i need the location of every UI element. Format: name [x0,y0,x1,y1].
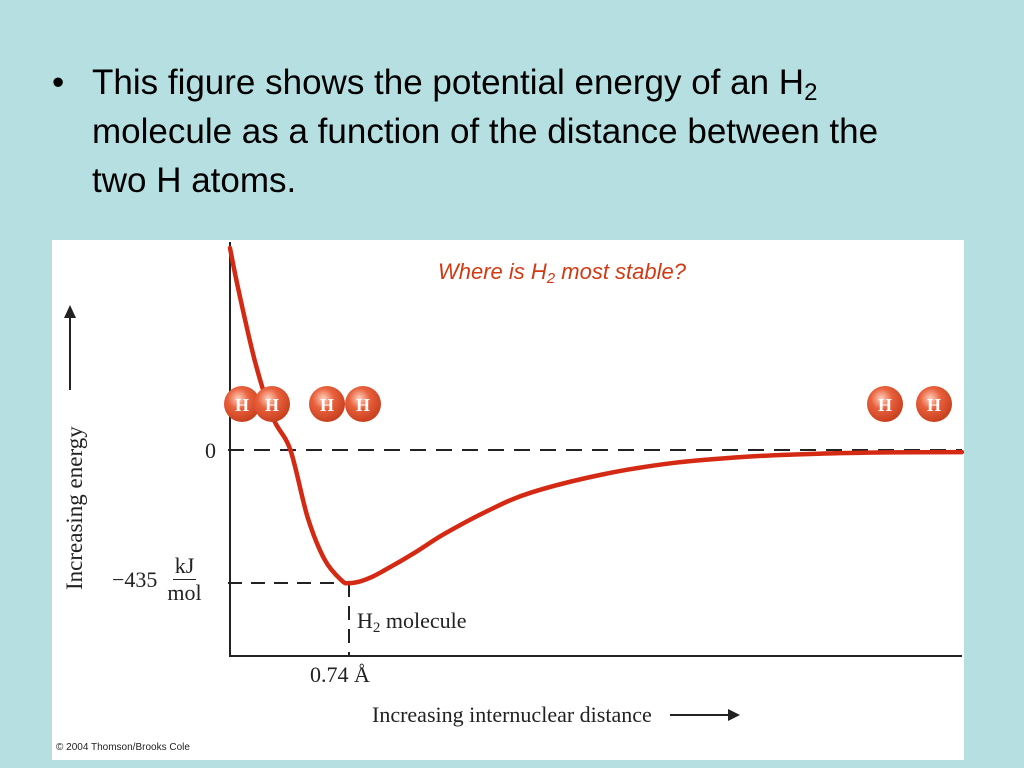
bullet-text-part2: molecule as a function of the distance b… [92,112,879,200]
bullet-text-part1: This figure shows the potential energy o… [92,63,805,102]
hydrogen-atom-2 [254,386,290,422]
y-tick-minimum: −435 kJ mol [112,553,202,606]
hydrogen-atom-label-4: H [356,395,370,415]
hydrogen-atom-5 [867,386,903,422]
hydrogen-atom-1 [224,386,260,422]
question-subscript: 2 [546,270,556,287]
y-axis-arrow-head [64,305,76,318]
unit-denominator: mol [167,580,202,605]
bullet-text-subscript: 2 [804,79,818,106]
x-axis-label: Increasing internuclear distance [372,702,740,728]
hydrogen-atom-label-2: H [265,395,279,415]
x-axis-label-text: Increasing internuclear distance [372,702,652,727]
question-part2: most stable? [555,259,686,284]
minimum-label-part2: molecule [380,608,467,633]
hydrogen-atom-4 [345,386,381,422]
x-tick-bond-length: 0.74 Å [310,662,370,687]
unit-numerator: kJ [172,553,197,580]
stability-question: Where is H2 most stable? [438,259,686,287]
hydrogen-atom-label-6: H [927,395,941,415]
energy-curve [227,245,964,586]
copyright-credit: © 2004 Thomson/Brooks Cole [56,742,190,753]
y-axis-label-text: Increasing energy [62,426,87,590]
hydrogen-atom-label-3: H [320,395,334,415]
hydrogen-atom-3 [309,386,345,422]
x-axis-arrow [669,709,740,721]
hydrogen-atom-6 [916,386,952,422]
bullet-symbol: • [52,63,65,102]
minimum-label-subscript: 2 [372,620,381,636]
minimum-label: H2 molecule [357,608,467,636]
bullet-text: This figure shows the potential energy o… [92,58,912,205]
minimum-label-part1: H [357,608,373,633]
hydrogen-atom-label-1: H [235,395,249,415]
question-part1: Where is H [438,259,547,284]
y-tick-zero: 0 [205,438,216,463]
unit-fraction: kJ mol [167,553,201,606]
hydrogen-atom-label-5: H [878,395,892,415]
y-axis-label: Increasing energy [60,340,90,590]
y-tick-minimum-value: −435 [112,566,158,592]
